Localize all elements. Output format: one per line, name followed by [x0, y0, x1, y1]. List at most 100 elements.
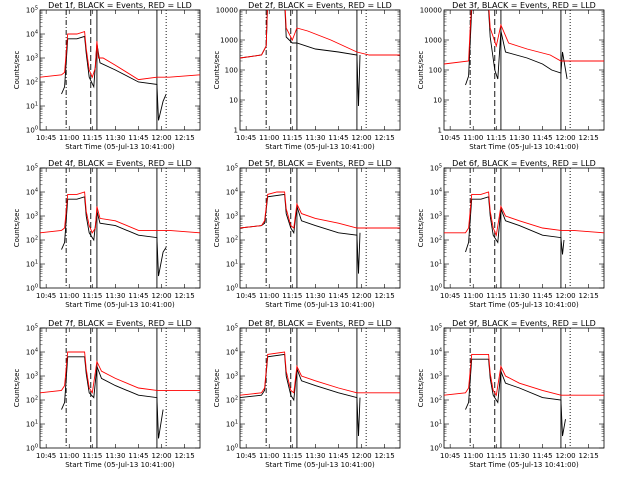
- x-axis-label: Start Time (05-Jul-13 10:41:00): [65, 461, 175, 469]
- y-tick-label: 100: [429, 67, 442, 75]
- series-lld-line: [40, 31, 200, 81]
- x-tick-label: 11:45: [532, 452, 552, 460]
- x-tick-label: 11:00: [259, 134, 279, 142]
- x-tick-label: 11:30: [509, 134, 529, 142]
- x-tick-label: 10:45: [440, 292, 460, 300]
- x-tick-label: 11:45: [328, 292, 348, 300]
- y-axis-label: Counts/sec: [417, 51, 425, 90]
- x-tick-label: 11:00: [59, 134, 79, 142]
- y-tick-label: 102: [26, 236, 38, 245]
- x-tick-label: 11:30: [509, 292, 529, 300]
- plot-frame: [443, 9, 605, 131]
- x-tick-label: 11:00: [463, 452, 483, 460]
- x-tick-label: 11:30: [509, 452, 529, 460]
- y-tick-label: 1: [438, 127, 442, 135]
- y-tick-label: 101: [430, 260, 442, 269]
- x-tick-label: 11:45: [128, 452, 148, 460]
- x-tick-label: 12:00: [151, 134, 171, 142]
- x-tick-label: 11:45: [128, 292, 148, 300]
- plot-frame: [39, 167, 201, 289]
- series-events-line: [240, 10, 361, 107]
- y-axis-label: Counts/sec: [213, 209, 221, 248]
- y-axis-label: Counts/sec: [213, 369, 221, 408]
- y-tick-label: 100: [26, 444, 38, 453]
- x-axis-label: Start Time (05-Jul-13 10:41:00): [469, 301, 579, 309]
- x-tick-label: 11:00: [59, 292, 79, 300]
- x-tick-label: 12:00: [351, 452, 371, 460]
- x-tick-label: 11:30: [105, 134, 125, 142]
- series-events-line: [61, 196, 167, 277]
- y-axis-label: Counts/sec: [13, 369, 21, 408]
- y-tick-label: 100: [430, 284, 442, 293]
- x-tick-label: 11:30: [305, 452, 325, 460]
- series-lld-line: [40, 191, 200, 234]
- x-tick-label: 11:15: [82, 292, 102, 300]
- y-tick-label: 105: [226, 324, 238, 333]
- x-tick-label: 11:15: [486, 452, 506, 460]
- x-tick-label: 11:30: [105, 292, 125, 300]
- series-events-line: [465, 358, 566, 437]
- chart-title: Det 1f, BLACK = Events, RED = LLD: [48, 1, 192, 10]
- x-tick-label: 11:30: [305, 292, 325, 300]
- y-tick-label: 105: [26, 6, 38, 15]
- y-tick-label: 104: [226, 348, 238, 357]
- x-tick-label: 10:45: [236, 452, 256, 460]
- y-tick-label: 1000: [220, 37, 238, 45]
- x-axis-label: Start Time (05-Jul-13 10:41:00): [265, 461, 375, 469]
- y-tick-label: 101: [26, 260, 38, 269]
- x-tick-label: 11:45: [532, 134, 552, 142]
- x-tick-label: 10:45: [440, 134, 460, 142]
- x-tick-label: 11:15: [82, 134, 102, 142]
- y-tick-label: 101: [26, 420, 38, 429]
- x-tick-label: 10:45: [36, 134, 56, 142]
- x-tick-label: 12:00: [151, 452, 171, 460]
- plot-frame: [443, 167, 605, 289]
- plot-frame: [239, 327, 401, 449]
- y-tick-label: 100: [430, 444, 442, 453]
- y-tick-label: 103: [226, 212, 238, 221]
- y-tick-label: 10000: [216, 7, 238, 15]
- x-tick-label: 11:45: [532, 292, 552, 300]
- x-tick-label: 10:45: [236, 292, 256, 300]
- y-tick-label: 100: [225, 67, 238, 75]
- x-tick-label: 11:15: [282, 452, 302, 460]
- y-tick-label: 1000: [424, 37, 442, 45]
- chart-title: Det 7f, BLACK = Events, RED = LLD: [48, 319, 192, 328]
- x-tick-label: 11:45: [328, 452, 348, 460]
- y-tick-label: 100: [26, 284, 38, 293]
- x-tick-label: 11:00: [463, 134, 483, 142]
- y-tick-label: 105: [430, 324, 442, 333]
- x-tick-label: 11:15: [282, 134, 302, 142]
- chart-title: Det 8f, BLACK = Events, RED = LLD: [248, 319, 392, 328]
- y-axis-label: Counts/sec: [13, 51, 21, 90]
- y-tick-label: 100: [226, 284, 238, 293]
- series-lld-line: [444, 353, 604, 397]
- x-tick-label: 12:15: [175, 452, 195, 460]
- x-tick-label: 11:00: [259, 452, 279, 460]
- y-tick-label: 104: [26, 188, 38, 197]
- series-lld-line: [40, 351, 200, 395]
- y-tick-label: 102: [430, 236, 442, 245]
- y-tick-label: 10: [433, 97, 442, 105]
- y-tick-label: 100: [226, 444, 238, 453]
- y-tick-label: 102: [26, 396, 38, 405]
- y-tick-label: 100: [26, 126, 38, 135]
- x-tick-label: 10:45: [236, 134, 256, 142]
- y-tick-label: 102: [226, 396, 238, 405]
- x-tick-label: 12:15: [375, 134, 395, 142]
- x-tick-label: 11:15: [486, 134, 506, 142]
- x-tick-label: 11:15: [82, 452, 102, 460]
- x-tick-label: 12:15: [175, 292, 195, 300]
- y-tick-label: 105: [26, 324, 38, 333]
- series-events-line: [240, 193, 361, 274]
- x-axis-label: Start Time (05-Jul-13 10:41:00): [469, 143, 579, 151]
- x-tick-label: 11:15: [282, 292, 302, 300]
- chart-title: Det 2f, BLACK = Events, RED = LLD: [248, 1, 392, 10]
- series-lld-line: [240, 191, 400, 229]
- x-tick-label: 10:45: [36, 292, 56, 300]
- y-tick-label: 103: [430, 212, 442, 221]
- series-events-line: [465, 10, 568, 86]
